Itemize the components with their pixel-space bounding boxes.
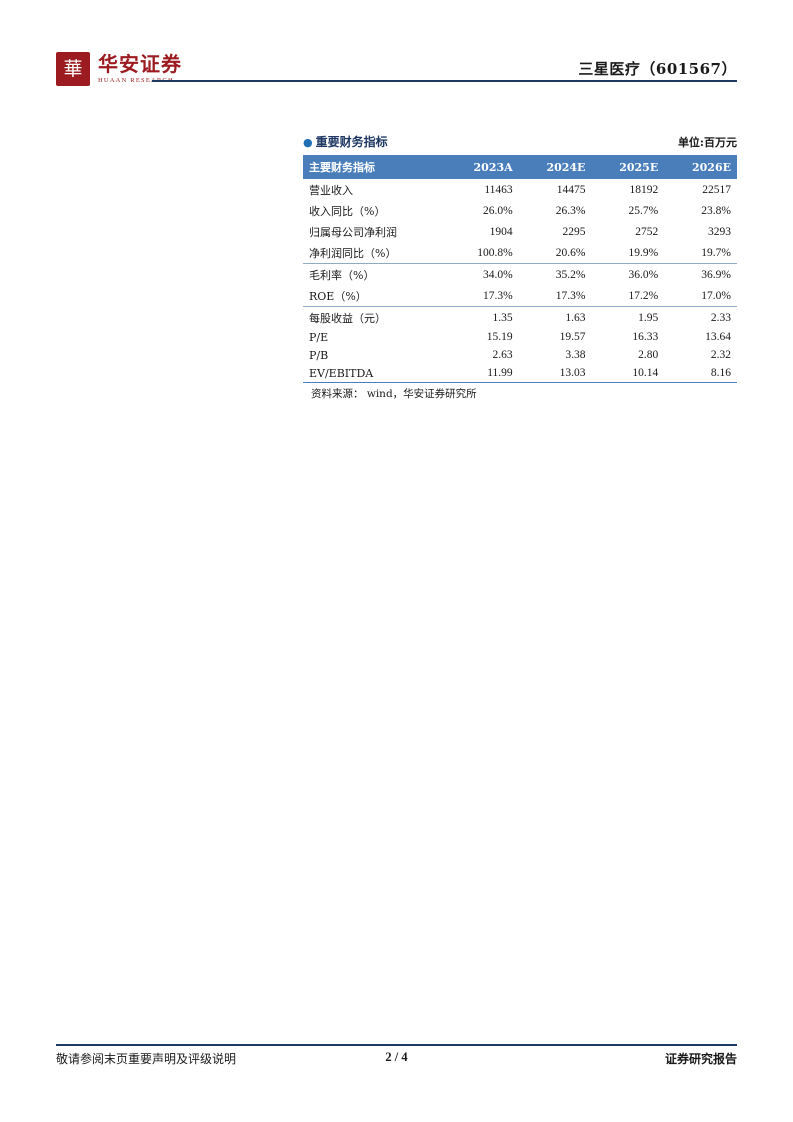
row-value: 22517 xyxy=(702,183,731,196)
row-value: 19.9% xyxy=(628,246,659,259)
table-row: 营业收入 11463 14475 18192 22517 xyxy=(303,179,737,200)
row-value: 2752 xyxy=(635,225,659,238)
row-label: 毛利率（%） xyxy=(303,263,446,285)
row-value: 18192 xyxy=(629,183,659,196)
table-row: P/B 2.63 3.38 2.80 2.32 xyxy=(303,346,737,364)
row-value: 23.8% xyxy=(701,204,731,217)
row-value: 17.0% xyxy=(701,289,731,302)
row-label: 每股收益（元） xyxy=(303,306,446,328)
row-value: 2.33 xyxy=(664,306,737,328)
row-value: 1.63 xyxy=(518,306,592,328)
row-value: 35.2% xyxy=(518,263,592,285)
row-value: 1.95 xyxy=(591,306,665,328)
row-value: 3293 xyxy=(708,225,731,238)
bullet-icon: ● xyxy=(303,136,313,149)
table-header-row: 主要财务指标 2023A 2024E 2025E 2026E xyxy=(303,155,737,179)
table-caption-row: ● 重要财务指标 单位:百万元 xyxy=(303,133,737,152)
col-header-2025e: 2025E xyxy=(591,155,665,179)
row-label: 收入同比（%） xyxy=(309,204,386,218)
row-label: 营业收入 xyxy=(309,183,353,197)
logo-seal-icon: 華 xyxy=(56,52,90,86)
col-header-indicator: 主要财务指标 xyxy=(303,155,446,179)
row-value: 11463 xyxy=(484,183,513,196)
row-value: 1904 xyxy=(489,225,513,238)
table-row: EV/EBITDA 11.99 13.03 10.14 8.16 xyxy=(303,364,737,383)
row-value: 25.7% xyxy=(628,204,659,217)
row-value: 8.16 xyxy=(664,364,737,383)
footer-divider xyxy=(56,1044,737,1046)
row-value: 19.7% xyxy=(701,246,731,259)
financial-indicators-block: ● 重要财务指标 单位:百万元 主要财务指标 2023A 2024E 2025E … xyxy=(303,133,737,401)
header-divider xyxy=(152,80,737,82)
table-row: P/E 15.19 19.57 16.33 13.64 xyxy=(303,328,737,346)
row-value: 2.32 xyxy=(710,349,731,361)
company-logo: 華 华安证券 HUAAN RESEARCH xyxy=(56,52,182,86)
row-label: 净利润同比（%） xyxy=(309,246,397,260)
footer-disclaimer: 敬请参阅末页重要声明及评级说明 xyxy=(56,1052,237,1066)
table-row: 毛利率（%） 34.0% 35.2% 36.0% 36.9% xyxy=(303,263,737,285)
row-label: ROE（%） xyxy=(309,289,367,303)
logo-company-name-cn: 华安证券 xyxy=(98,51,182,76)
logo-company-name-en: HUAAN RESEARCH xyxy=(98,76,174,84)
row-value: 11.99 xyxy=(445,364,519,383)
row-value: 2.80 xyxy=(638,349,659,361)
page-footer: 敬请参阅末页重要声明及评级说明 2 / 4 证券研究报告 xyxy=(56,1044,737,1072)
financial-table: 主要财务指标 2023A 2024E 2025E 2026E 营业收入 1146… xyxy=(303,155,737,383)
row-value: 13.64 xyxy=(705,331,731,343)
row-value: 15.19 xyxy=(486,331,513,343)
row-value: 16.33 xyxy=(632,331,659,343)
table-row: 归属母公司净利润 1904 2295 2752 3293 xyxy=(303,221,737,242)
table-source-note: 资料来源： wind，华安证券研究所 xyxy=(311,388,477,400)
row-value: 14475 xyxy=(556,183,586,196)
table-caption: ● 重要财务指标 xyxy=(303,133,388,150)
row-label: P/B xyxy=(309,348,329,362)
row-value: 26.0% xyxy=(482,204,513,217)
col-header-2026e: 2026E xyxy=(664,155,737,179)
row-label: P/E xyxy=(309,330,329,344)
row-value: 36.0% xyxy=(591,263,665,285)
row-value: 20.6% xyxy=(555,246,586,259)
row-value: 13.03 xyxy=(518,364,592,383)
page-number: 2 / 4 xyxy=(385,1050,408,1064)
row-value: 17.3% xyxy=(482,289,513,302)
row-value: 2295 xyxy=(562,225,586,238)
table-unit-note: 单位:百万元 xyxy=(677,136,737,149)
row-value: 10.14 xyxy=(591,364,665,383)
row-value: 26.3% xyxy=(555,204,586,217)
page-header: 華 华安证券 HUAAN RESEARCH 三星医疗（601567） xyxy=(56,52,737,102)
row-value: 36.9% xyxy=(664,263,737,285)
row-value: 2.63 xyxy=(492,349,513,361)
col-header-2023a: 2023A xyxy=(445,155,519,179)
row-value: 1.35 xyxy=(445,306,519,328)
row-value: 17.3% xyxy=(555,289,586,302)
row-value: 34.0% xyxy=(445,263,519,285)
row-value: 3.38 xyxy=(565,349,586,361)
row-value: 17.2% xyxy=(628,289,659,302)
table-caption-text: 重要财务指标 xyxy=(315,135,388,149)
row-value: 19.57 xyxy=(559,331,586,343)
row-value: 100.8% xyxy=(477,246,513,259)
row-label: 归属母公司净利润 xyxy=(309,225,397,239)
row-label: EV/EBITDA xyxy=(303,364,446,383)
logo-text: 华安证券 HUAAN RESEARCH xyxy=(98,53,182,86)
table-row: 每股收益（元） 1.35 1.63 1.95 2.33 xyxy=(303,306,737,328)
report-header-title: 三星医疗（601567） xyxy=(578,60,737,78)
col-header-2024e: 2024E xyxy=(518,155,592,179)
table-row: 净利润同比（%） 100.8% 20.6% 19.9% 19.7% xyxy=(303,242,737,264)
table-row: ROE（%） 17.3% 17.3% 17.2% 17.0% xyxy=(303,285,737,307)
table-row: 收入同比（%） 26.0% 26.3% 25.7% 23.8% xyxy=(303,200,737,221)
footer-report-type: 证券研究报告 xyxy=(664,1052,737,1066)
